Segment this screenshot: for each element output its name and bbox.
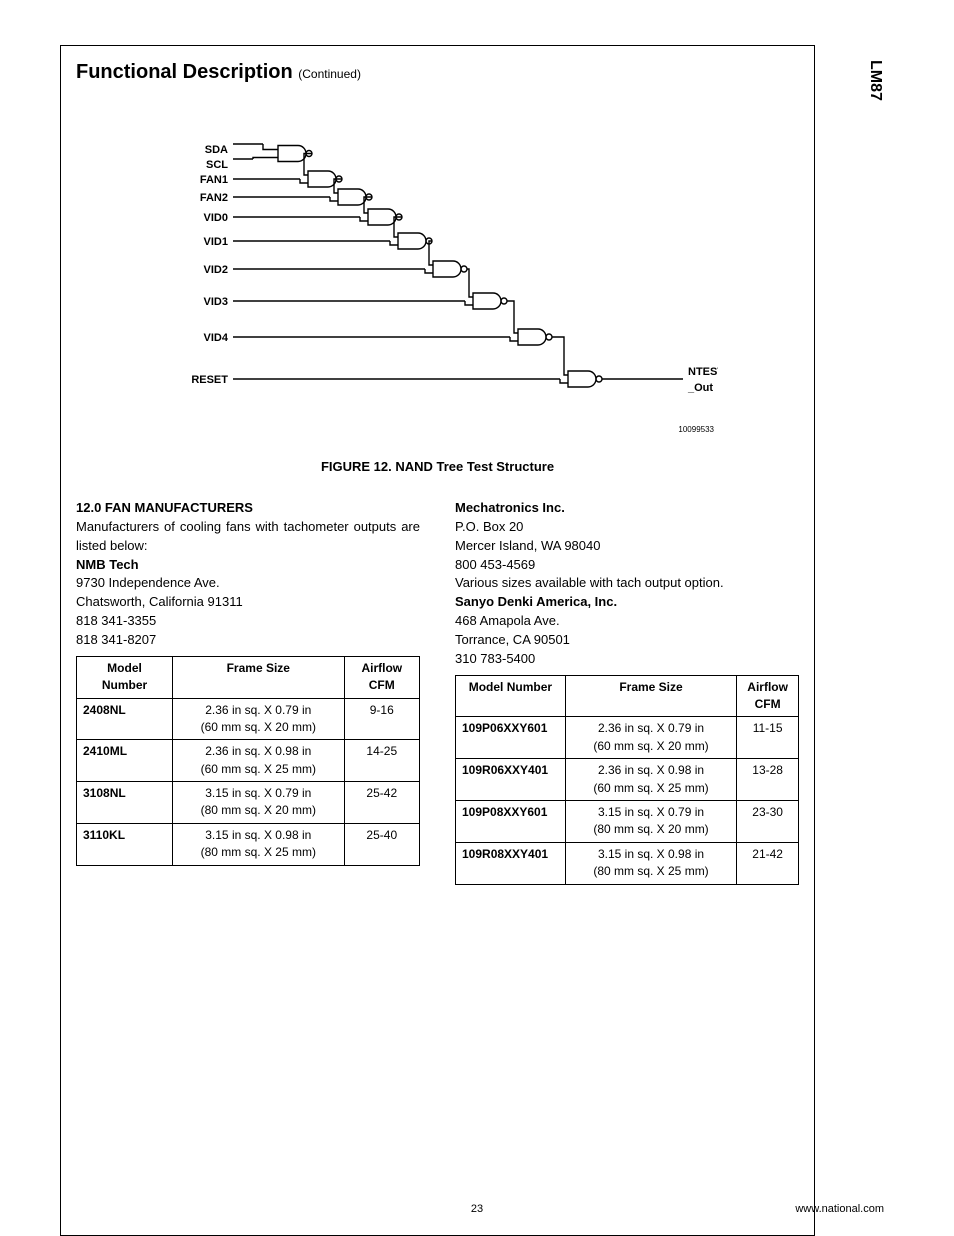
table-row: 109P06XXY6012.36 in sq. X 0.79 in(60 mm … xyxy=(456,717,799,759)
nmb-table: Model Number Frame Size Airflow CFM 2408… xyxy=(76,656,420,866)
cell-flow: 9-16 xyxy=(344,698,419,740)
cell-model: 3108NL xyxy=(77,782,173,824)
cell-frame: 2.36 in sq. X 0.79 in(60 mm sq. X 20 mm) xyxy=(565,717,737,759)
sanyo-line: 310 783-5400 xyxy=(455,650,799,669)
side-part-label: LM87 xyxy=(866,60,884,101)
table-row: 2408NL2.36 in sq. X 0.79 in(60 mm sq. X … xyxy=(77,698,420,740)
th-model: Model Number xyxy=(77,656,173,698)
figure-caption: FIGURE 12. NAND Tree Test Structure xyxy=(61,459,814,474)
cell-model: 3110KL xyxy=(77,823,173,865)
page: LM87 Functional Description (Continued) … xyxy=(0,0,954,1235)
svg-text:SDA: SDA xyxy=(204,144,227,156)
content-frame: Functional Description (Continued) SDA SC… xyxy=(60,45,815,1236)
nmb-line: Chatsworth, California 91311 xyxy=(76,593,420,612)
table-row: 109P08XXY6013.15 in sq. X 0.79 in(80 mm … xyxy=(456,800,799,842)
cell-frame: 3.15 in sq. X 0.79 in(80 mm sq. X 20 mm) xyxy=(173,782,345,824)
svg-text:VID4: VID4 xyxy=(203,332,228,344)
sanyo-table: Model Number Frame Size Airflow CFM 109P… xyxy=(455,675,799,885)
cell-frame: 2.36 in sq. X 0.98 in(60 mm sq. X 25 mm) xyxy=(173,740,345,782)
svg-text:_Out: _Out xyxy=(687,382,713,394)
svg-text:RESET: RESET xyxy=(191,374,228,386)
mech-line: 800 453-4569 xyxy=(455,556,799,575)
section-title: Functional Description xyxy=(76,61,293,83)
cell-frame: 3.15 in sq. X 0.98 in(80 mm sq. X 25 mm) xyxy=(173,823,345,865)
continued-label: (Continued) xyxy=(298,67,361,81)
table-row: 2410ML2.36 in sq. X 0.98 in(60 mm sq. X … xyxy=(77,740,420,782)
section12-intro: Manufacturers of cooling fans with tacho… xyxy=(76,518,420,556)
nmb-line: 818 341-8207 xyxy=(76,631,420,650)
cell-model: 2408NL xyxy=(77,698,173,740)
table-row: 3108NL3.15 in sq. X 0.79 in(80 mm sq. X … xyxy=(77,782,420,824)
cell-model: 109P06XXY601 xyxy=(456,717,566,759)
svg-text:NTEST: NTEST xyxy=(688,366,718,378)
th-model: Model Number xyxy=(456,675,566,717)
diagram-wrap: SDA SCL FAN1 FAN2 VID0 VID1 VID2 VID3 VID4 RESET N… xyxy=(61,119,814,434)
cell-frame: 3.15 in sq. X 0.98 in(80 mm sq. X 25 mm) xyxy=(565,842,737,884)
th-text: CFM xyxy=(755,697,781,711)
cell-flow: 13-28 xyxy=(737,759,799,801)
footer-url: www.national.com xyxy=(795,1203,884,1215)
table-header-row: Model Number Frame Size Airflow CFM xyxy=(456,675,799,717)
cell-frame: 2.36 in sq. X 0.98 in(60 mm sq. X 25 mm) xyxy=(565,759,737,801)
th-flow: Airflow CFM xyxy=(737,675,799,717)
page-number: 23 xyxy=(471,1203,483,1215)
cell-flow: 11-15 xyxy=(737,717,799,759)
svg-text:FAN1: FAN1 xyxy=(199,174,227,186)
cell-model: 109R08XXY401 xyxy=(456,842,566,884)
body-columns: 12.0 FAN MANUFACTURERS Manufacturers of … xyxy=(61,499,814,885)
table-row: 109R06XXY4012.36 in sq. X 0.98 in(60 mm … xyxy=(456,759,799,801)
mech-line: Various sizes available with tach output… xyxy=(455,574,799,593)
sanyo-line: 468 Amapola Ave. xyxy=(455,612,799,631)
right-column: Mechatronics Inc. P.O. Box 20 Mercer Isl… xyxy=(455,499,799,885)
cell-flow: 25-42 xyxy=(344,782,419,824)
mech-line: P.O. Box 20 xyxy=(455,518,799,537)
table-row: 3110KL3.15 in sq. X 0.98 in(80 mm sq. X … xyxy=(77,823,420,865)
th-flow: Airflow CFM xyxy=(344,656,419,698)
mech-line: Mercer Island, WA 98040 xyxy=(455,537,799,556)
diagram-id: 10099533 xyxy=(61,425,714,434)
svg-text:SCL: SCL xyxy=(206,159,228,171)
cell-flow: 21-42 xyxy=(737,842,799,884)
cell-flow: 14-25 xyxy=(344,740,419,782)
sanyo-name: Sanyo Denki America, Inc. xyxy=(455,593,799,612)
nmb-line: 9730 Independence Ave. xyxy=(76,574,420,593)
cell-model: 2410ML xyxy=(77,740,173,782)
section12-heading: 12.0 FAN MANUFACTURERS xyxy=(76,499,420,518)
cell-model: 109P08XXY601 xyxy=(456,800,566,842)
cell-flow: 23-30 xyxy=(737,800,799,842)
table-header-row: Model Number Frame Size Airflow CFM xyxy=(77,656,420,698)
nmb-name: NMB Tech xyxy=(76,556,420,575)
svg-text:VID1: VID1 xyxy=(203,236,227,248)
nand-tree-diagram: SDA SCL FAN1 FAN2 VID0 VID1 VID2 VID3 VID4 RESET N… xyxy=(158,119,718,419)
cell-flow: 25-40 xyxy=(344,823,419,865)
svg-text:VID0: VID0 xyxy=(203,212,227,224)
th-text: Number xyxy=(102,678,147,692)
cell-model: 109R06XXY401 xyxy=(456,759,566,801)
svg-text:VID3: VID3 xyxy=(203,296,227,308)
th-frame: Frame Size xyxy=(173,656,345,698)
sanyo-line: Torrance, CA 90501 xyxy=(455,631,799,650)
cell-frame: 2.36 in sq. X 0.79 in(60 mm sq. X 20 mm) xyxy=(173,698,345,740)
th-text: Airflow xyxy=(747,680,788,694)
th-frame: Frame Size xyxy=(565,675,737,717)
svg-text:VID2: VID2 xyxy=(203,264,227,276)
th-text: Model xyxy=(107,661,142,675)
section-header: Functional Description (Continued) xyxy=(61,61,814,84)
table-row: 109R08XXY4013.15 in sq. X 0.98 in(80 mm … xyxy=(456,842,799,884)
mech-name: Mechatronics Inc. xyxy=(455,499,799,518)
cell-frame: 3.15 in sq. X 0.79 in(80 mm sq. X 20 mm) xyxy=(565,800,737,842)
nmb-line: 818 341-3355 xyxy=(76,612,420,631)
left-column: 12.0 FAN MANUFACTURERS Manufacturers of … xyxy=(76,499,420,885)
svg-text:FAN2: FAN2 xyxy=(199,192,227,204)
